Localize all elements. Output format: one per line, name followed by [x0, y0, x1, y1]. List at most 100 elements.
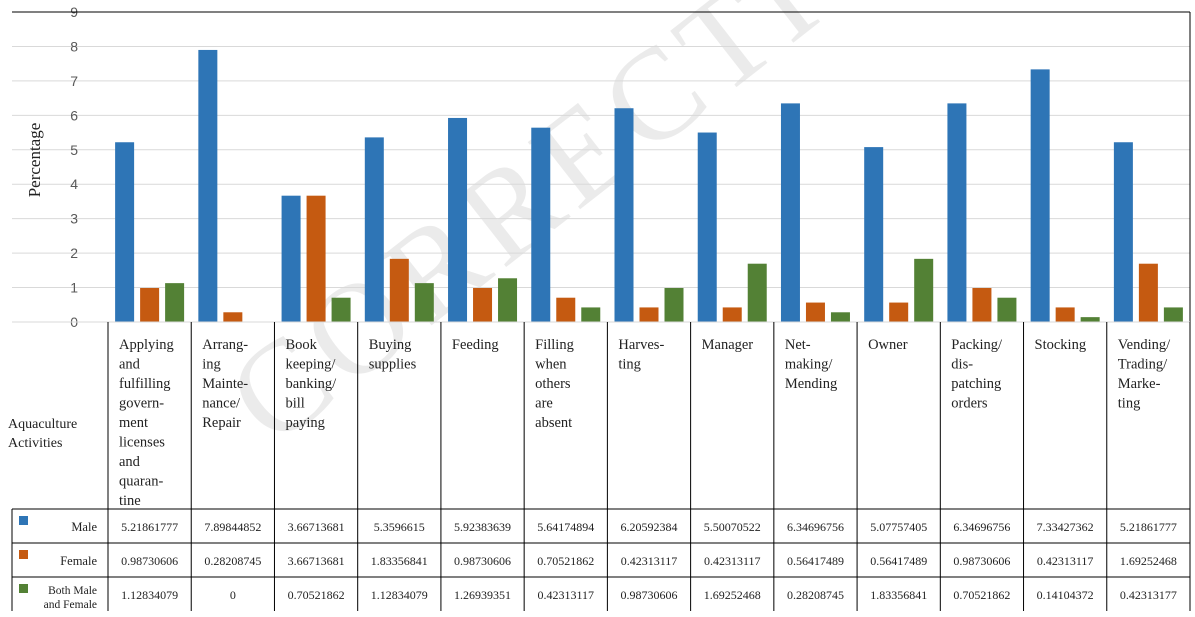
category-label: Manager	[702, 337, 754, 353]
category-label: Repair	[202, 415, 241, 431]
data-label: 0.98730606	[454, 554, 511, 568]
bar-female	[473, 287, 493, 322]
category-label: when	[535, 357, 567, 373]
y-tick-label: 4	[70, 176, 78, 192]
category-label: paying	[285, 415, 324, 431]
data-label: 3.66713681	[288, 554, 345, 568]
y-tick-label: 7	[70, 73, 78, 89]
data-label: 1.26939351	[454, 588, 511, 602]
y-tick-label: 6	[70, 107, 78, 123]
category-label: ting	[618, 357, 641, 373]
bar-male	[614, 108, 634, 322]
data-label: 6.20592384	[621, 520, 678, 534]
category-label: quaran-	[119, 474, 163, 490]
category-label: absent	[535, 415, 572, 431]
category-label: Vending/	[1118, 337, 1171, 353]
category-label: Filling	[535, 337, 574, 353]
category-label: Book	[285, 337, 317, 353]
bar-male	[115, 142, 135, 322]
bar-female	[972, 287, 992, 322]
category-label: Feeding	[452, 337, 499, 353]
category-label: banking/	[285, 376, 337, 392]
category-label: Harves-	[618, 337, 664, 353]
data-label: 7.89844852	[204, 520, 261, 534]
bar-female	[1055, 307, 1075, 322]
data-label: 1.12834079	[371, 588, 428, 602]
bar-female	[223, 312, 243, 322]
bar-female	[556, 297, 576, 322]
data-label: 0.70521862	[537, 554, 594, 568]
y-tick-label: 8	[70, 38, 78, 54]
category-label: Arrang-	[202, 337, 248, 353]
category-label: are	[535, 396, 553, 412]
bar-both-male-and-female	[830, 312, 850, 322]
bar-female	[140, 287, 160, 322]
bar-both-male-and-female	[1163, 307, 1183, 322]
category-label: orders	[951, 396, 988, 412]
category-label: nance/	[202, 396, 241, 412]
bar-female	[1138, 263, 1158, 322]
category-label: and	[119, 357, 141, 373]
bar-female	[889, 302, 909, 322]
series-name: Female	[60, 554, 97, 568]
category-label: govern-	[119, 396, 164, 412]
category-label: bill	[285, 396, 304, 412]
category-label: Marke-	[1118, 376, 1161, 392]
data-label: 3.66713681	[288, 520, 345, 534]
category-label: supplies	[369, 357, 417, 373]
bar-male	[780, 103, 800, 322]
series-name: and Female	[44, 599, 97, 611]
data-label: 1.69252468	[704, 588, 761, 602]
bar-male	[864, 147, 884, 322]
data-label: 0.42313117	[704, 554, 761, 568]
category-label: ing	[202, 357, 221, 373]
data-label: 5.50070522	[704, 520, 761, 534]
legend-swatch-female	[19, 550, 28, 559]
category-label: patching	[951, 376, 1001, 392]
bar-both-male-and-female	[914, 258, 934, 322]
category-label: Buying	[369, 337, 412, 353]
bar-female	[389, 258, 409, 322]
data-label: 0.70521862	[288, 588, 345, 602]
data-label: 0.42313117	[621, 554, 678, 568]
data-label: 0.56417489	[787, 554, 844, 568]
y-axis-label: Percentage	[25, 122, 44, 198]
table-row-header: Aquaculture	[8, 417, 77, 432]
bar-female	[639, 307, 659, 322]
bar-both-male-and-female	[997, 297, 1017, 322]
data-label: 0.28208745	[204, 554, 261, 568]
category-label: others	[535, 376, 571, 392]
bar-both-male-and-female	[747, 263, 767, 322]
category-label: licenses	[119, 435, 165, 451]
bar-male	[531, 127, 551, 322]
category-label: Packing/	[951, 337, 1003, 353]
data-label: 5.92383639	[454, 520, 511, 534]
data-label: 5.64174894	[537, 520, 594, 534]
data-label: 5.07757405	[870, 520, 927, 534]
data-label: 0.42313177	[1120, 588, 1177, 602]
category-label: and	[119, 454, 141, 470]
category-label: dis-	[951, 357, 973, 373]
category-label: making/	[785, 357, 833, 373]
bar-male	[364, 137, 384, 322]
data-label: 0	[230, 588, 236, 602]
data-label: 0.98730606	[121, 554, 178, 568]
bar-both-male-and-female	[581, 307, 601, 322]
data-label: 0.42313117	[537, 588, 594, 602]
category-label: Owner	[868, 337, 908, 353]
data-label: 1.83356841	[870, 588, 927, 602]
data-label: 6.34696756	[787, 520, 844, 534]
y-tick-label: 1	[70, 280, 78, 296]
data-label: 1.12834079	[121, 588, 178, 602]
data-label: 5.21861777	[1120, 520, 1177, 534]
bar-both-male-and-female	[664, 287, 684, 322]
data-label: 0.14104372	[1037, 588, 1094, 602]
data-label: 5.21861777	[121, 520, 178, 534]
y-tick-label: 2	[70, 245, 78, 261]
bar-both-male-and-female	[414, 283, 434, 322]
category-label: Stocking	[1035, 337, 1087, 353]
category-label: Mending	[785, 376, 837, 392]
bar-male	[1113, 142, 1133, 322]
bar-female	[805, 302, 825, 322]
data-label: 0.98730606	[953, 554, 1010, 568]
